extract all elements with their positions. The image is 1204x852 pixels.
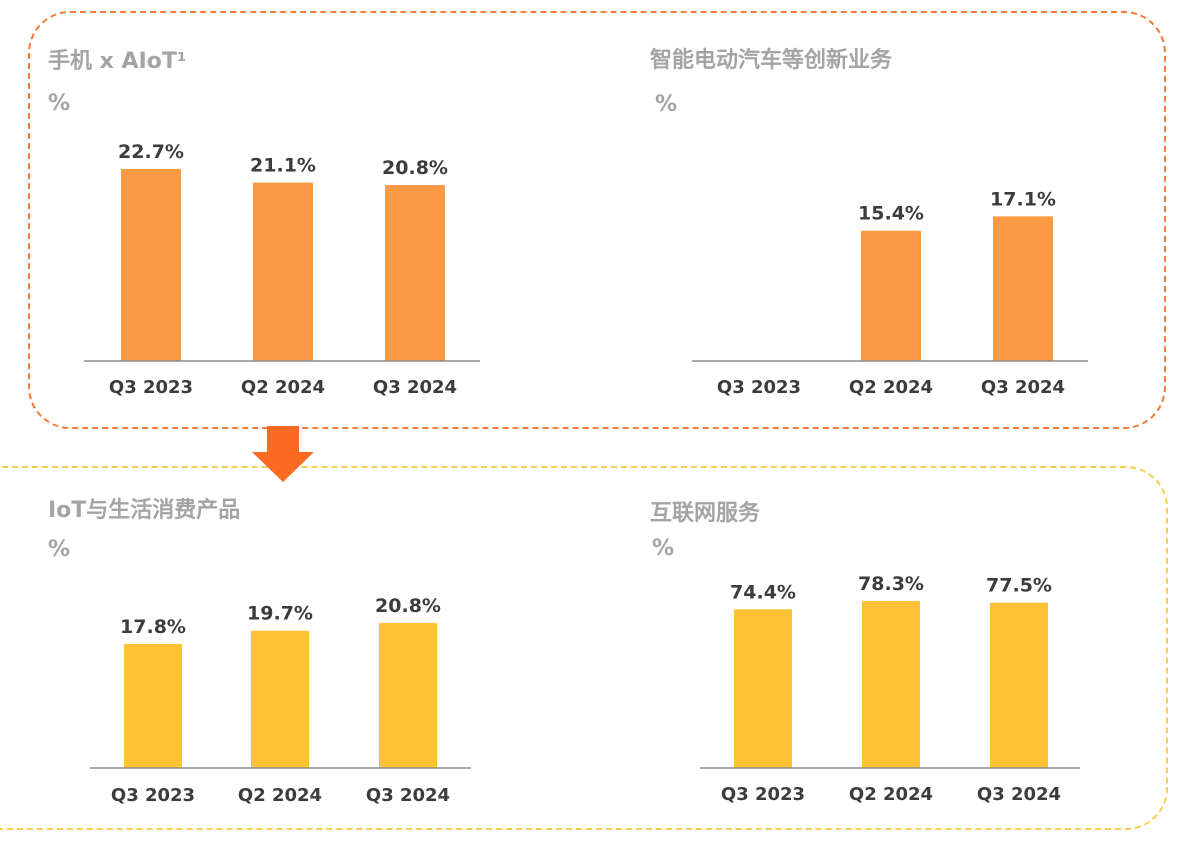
x-tick-label: Q3 2024	[981, 377, 1065, 398]
bar	[861, 230, 921, 361]
data-label: 22.7%	[118, 141, 184, 163]
y-unit-label: %	[655, 92, 677, 117]
data-label: 15.4%	[858, 203, 924, 225]
x-tick-label: Q3 2023	[717, 377, 801, 398]
chart-title: 手机 x AIoT¹	[48, 49, 186, 74]
y-unit-label: %	[652, 536, 674, 561]
bar	[124, 643, 182, 768]
x-tick-label: Q2 2024	[241, 377, 325, 398]
bar	[734, 609, 792, 768]
x-tick-label: Q3 2023	[111, 785, 195, 806]
x-tick-label: Q2 2024	[238, 785, 322, 806]
data-label: 20.8%	[382, 157, 448, 179]
bar	[251, 630, 309, 768]
bar	[993, 216, 1053, 361]
x-tick-label: Q3 2023	[109, 377, 193, 398]
data-label: 19.7%	[247, 603, 313, 625]
bar	[121, 169, 181, 361]
x-tick-label: Q3 2024	[373, 377, 457, 398]
bar	[990, 602, 1048, 768]
bar	[379, 623, 437, 768]
data-label: 20.8%	[375, 595, 441, 617]
data-label: 17.1%	[990, 188, 1056, 210]
bar	[862, 601, 920, 768]
x-tick-label: Q2 2024	[849, 784, 933, 805]
data-label: 78.3%	[858, 573, 924, 595]
x-tick-label: Q3 2024	[977, 784, 1061, 805]
segment-group-top	[28, 11, 1166, 429]
data-label: 77.5%	[986, 575, 1052, 597]
down-arrow-icon	[252, 426, 314, 482]
segment-group-bottom	[0, 466, 1168, 830]
chart-title: 智能电动汽车等创新业务	[650, 47, 893, 73]
y-unit-label: %	[48, 537, 70, 562]
data-label: 21.1%	[250, 155, 316, 177]
x-tick-label: Q3 2024	[366, 785, 450, 806]
chart-title: 互联网服务	[650, 501, 761, 526]
chart-title: IoT与生活消费产品	[48, 498, 240, 523]
data-label: 74.4%	[730, 581, 796, 603]
x-tick-label: Q3 2023	[721, 784, 805, 805]
bar	[253, 182, 313, 361]
bar	[385, 185, 445, 361]
y-unit-label: %	[48, 91, 70, 116]
x-tick-label: Q2 2024	[849, 377, 933, 398]
data-label: 17.8%	[120, 616, 186, 638]
